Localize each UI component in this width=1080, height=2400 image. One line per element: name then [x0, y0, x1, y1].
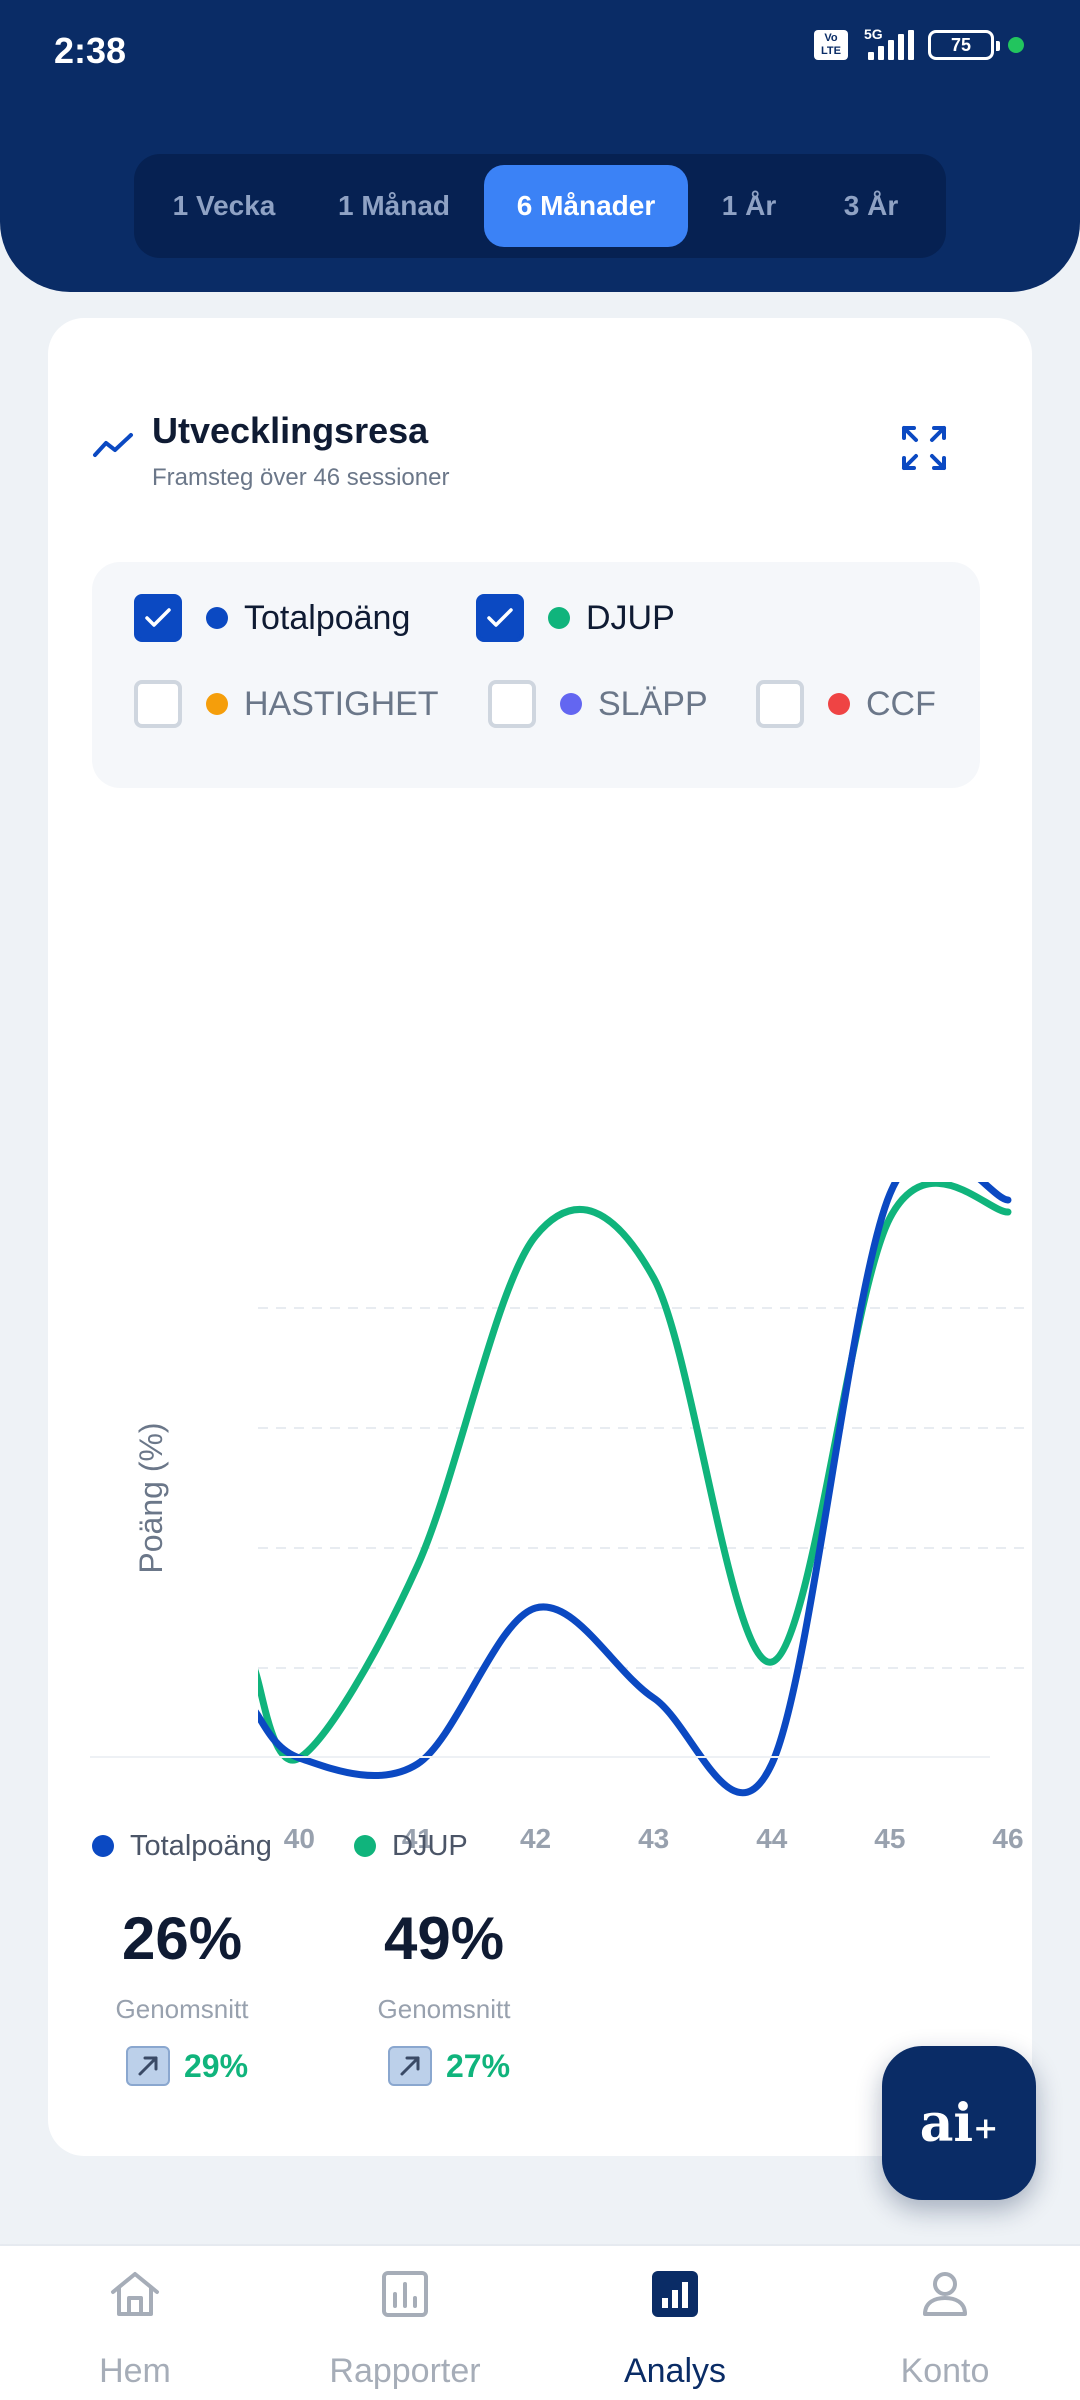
- account-icon: [923, 2272, 967, 2316]
- stat-trend: 29%: [126, 2046, 248, 2086]
- legend-label: SLÄPP: [598, 684, 708, 723]
- nav-label: Rapporter: [329, 2352, 481, 2390]
- fab-label: ai: [919, 2092, 974, 2154]
- trend-up-icon: [126, 2046, 170, 2086]
- stat-color-dot: [354, 1835, 376, 1857]
- legend-item-djup[interactable]: DJUP: [476, 592, 675, 644]
- period-selector: 1 Vecka 1 Månad 6 Månader 1 År 3 År: [134, 154, 946, 258]
- stat-color-dot: [92, 1835, 114, 1857]
- nav-label: Hem: [99, 2352, 171, 2390]
- legend-item-totalpoang[interactable]: Totalpoäng: [134, 592, 410, 644]
- tab-1-vecka[interactable]: 1 Vecka: [172, 190, 276, 221]
- nav-item-konto[interactable]: Konto: [810, 2246, 1080, 2400]
- report-icon: [382, 2271, 428, 2317]
- x-tick-label: 42: [520, 1823, 551, 1854]
- fab-plus: +: [973, 2110, 999, 2146]
- nav-item-analys[interactable]: Analys: [540, 2246, 810, 2400]
- trend-up-icon: [388, 2046, 432, 2086]
- series-color-dot: [560, 693, 582, 715]
- legend-label: HASTIGHET: [244, 684, 439, 723]
- card-subtitle: Framsteg över 46 sessioner: [152, 464, 450, 491]
- stat-caption: Genomsnitt: [115, 1994, 249, 2024]
- stat-trend: 27%: [388, 2046, 510, 2086]
- signal-icon: 5G: [862, 26, 914, 60]
- series-color-dot: [206, 693, 228, 715]
- tab-1-manad[interactable]: 1 Månad: [337, 190, 451, 221]
- nav-item-hem[interactable]: Hem: [0, 2246, 270, 2400]
- ai-assistant-button[interactable]: ai +: [882, 2046, 1036, 2200]
- stat-totalpoang: Totalpoäng 26% Genomsnitt 29%: [92, 1826, 392, 2086]
- status-time: 2:38: [54, 30, 127, 71]
- stat-name: Totalpoäng: [130, 1829, 272, 1862]
- x-tick-label: 41: [402, 1823, 433, 1854]
- trend-value: 27%: [446, 2047, 511, 2084]
- legend-item-slapp[interactable]: SLÄPP: [488, 678, 708, 730]
- home-icon: [111, 2272, 159, 2316]
- legend-label: Totalpoäng: [244, 598, 411, 637]
- nav-label: Konto: [900, 2352, 990, 2390]
- nav-item-rapporter[interactable]: Rapporter: [270, 2246, 540, 2400]
- stat-value: 49%: [383, 1905, 505, 1972]
- checkbox-slapp[interactable]: [488, 680, 536, 728]
- divider: [90, 1756, 990, 1758]
- series-color-dot: [828, 693, 850, 715]
- bottom-navigation: Hem Rapporter Analys Konto: [0, 2244, 1080, 2400]
- stat-name: DJUP: [392, 1829, 468, 1862]
- header: 2:38 Vo LTE 5G 75 1 Vecka 1 Månad 6 Måna…: [0, 0, 1080, 292]
- volte-label: Vo LTE: [821, 32, 841, 57]
- analytics-icon: [652, 2271, 698, 2317]
- network-type: 5G: [864, 26, 883, 42]
- stat-value: 26%: [121, 1905, 243, 1972]
- progress-line-chart: Poäng (%) 40 41 42 43 44 45 46: [133, 1182, 1028, 1854]
- series-color-dot: [548, 607, 570, 629]
- tab-6-manader[interactable]: 6 Månader: [484, 165, 688, 247]
- x-tick-label: 44: [756, 1823, 788, 1854]
- checkbox-djup[interactable]: [476, 594, 524, 642]
- tab-1-ar[interactable]: 1 År: [721, 190, 777, 221]
- legend-item-ccf[interactable]: CCF: [756, 678, 936, 730]
- legend-item-hastighet[interactable]: HASTIGHET: [134, 678, 439, 730]
- battery-icon: 75: [928, 30, 1000, 60]
- nav-label: Analys: [623, 2352, 727, 2390]
- trend-value: 29%: [184, 2047, 249, 2084]
- volte-icon: Vo LTE: [814, 30, 848, 60]
- stat-djup: DJUP 49% Genomsnitt 27%: [354, 1826, 654, 2086]
- tab-3-ar[interactable]: 3 År: [843, 190, 899, 221]
- status-icons: Vo LTE 5G 75: [814, 26, 1024, 60]
- checkbox-ccf[interactable]: [756, 680, 804, 728]
- check-icon: [145, 608, 171, 627]
- legend-label: CCF: [866, 684, 936, 723]
- x-tick-label: 45: [874, 1823, 905, 1854]
- legend-label: DJUP: [586, 598, 675, 637]
- y-axis-label: Poäng (%): [133, 1422, 169, 1573]
- x-tick-label: 46: [992, 1823, 1023, 1854]
- series-legend: Totalpoäng DJUP HASTIGHET SLÄPP CCF: [92, 562, 980, 788]
- trend-line-icon: [93, 433, 133, 457]
- expand-icon[interactable]: [900, 424, 948, 472]
- checkbox-totalpoang[interactable]: [134, 594, 182, 642]
- x-tick-label: 40: [284, 1823, 315, 1854]
- series-color-dot: [206, 607, 228, 629]
- card-title: Utvecklingsresa: [152, 410, 429, 451]
- x-tick-label: 43: [638, 1823, 669, 1854]
- check-icon: [487, 608, 513, 627]
- privacy-indicator-icon: [1008, 37, 1024, 53]
- stat-caption: Genomsnitt: [377, 1994, 511, 2024]
- battery-level: 75: [950, 35, 972, 55]
- series-line-totalpo-ng: [258, 1182, 1012, 1797]
- progress-card: Utvecklingsresa Framsteg över 46 session…: [48, 318, 1032, 2156]
- checkbox-hastighet[interactable]: [134, 680, 182, 728]
